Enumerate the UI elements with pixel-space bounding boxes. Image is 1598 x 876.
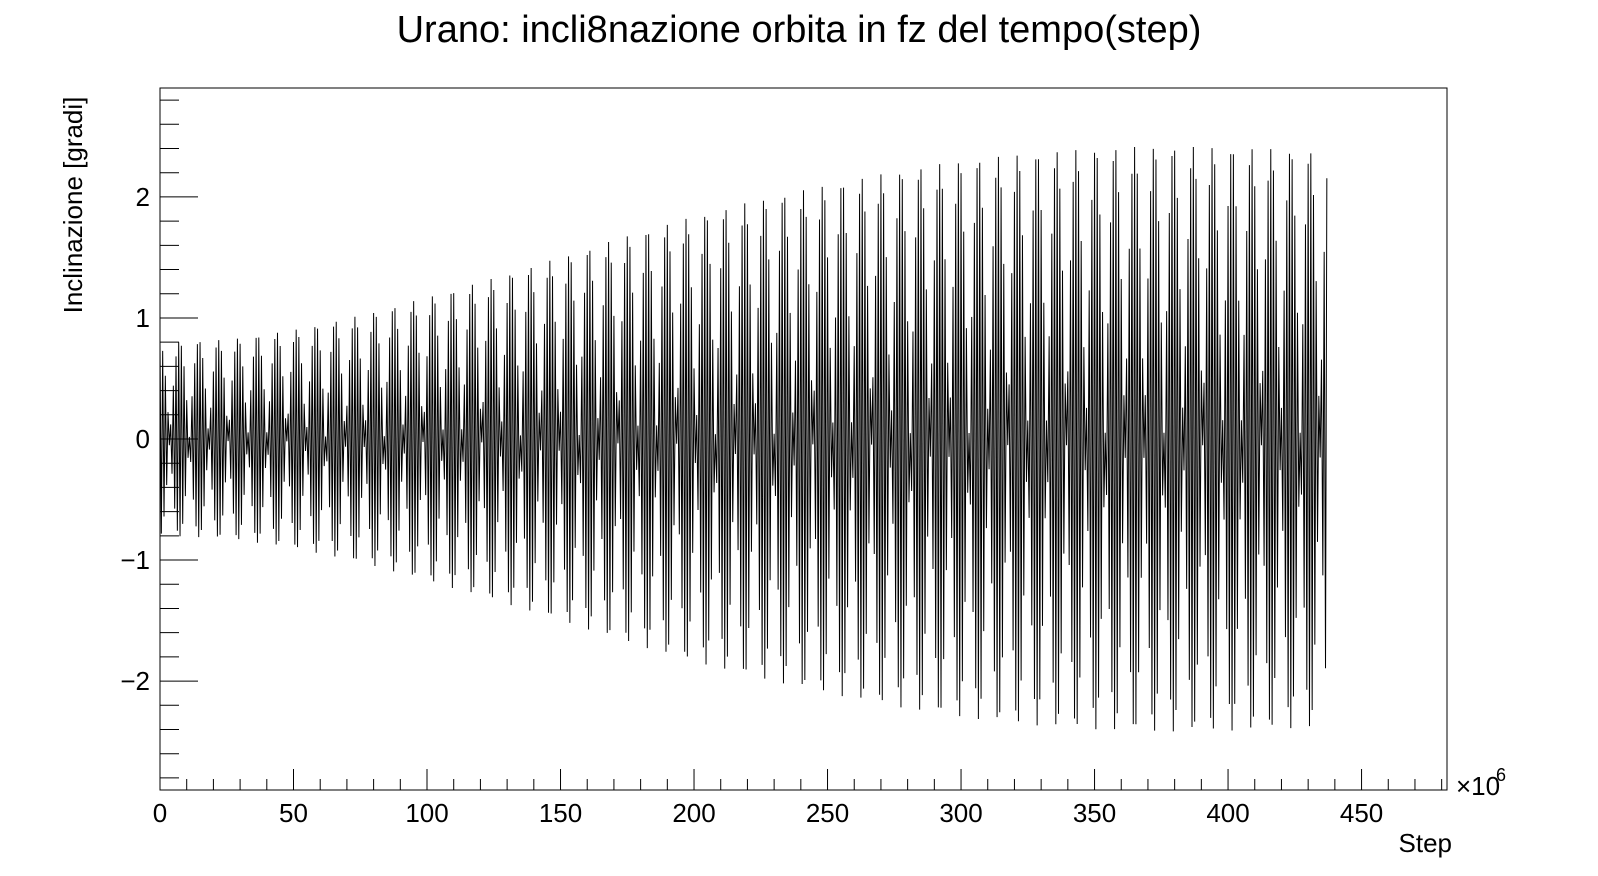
x-tick-label: 150 xyxy=(539,798,582,828)
x-tick-label: 350 xyxy=(1073,798,1116,828)
x-tick-label: 400 xyxy=(1206,798,1249,828)
x-tick-label: 300 xyxy=(939,798,982,828)
y-axis: −2 −1 0 1 2 xyxy=(120,99,198,779)
y-tick-label: −1 xyxy=(120,545,150,575)
x-axis-label: Step xyxy=(1399,828,1453,858)
x-exponent-base: ×10 xyxy=(1456,771,1500,801)
y-tick-label: 1 xyxy=(136,303,150,333)
x-axis: 0 50 100 150 200 250 300 350 400 450 xyxy=(153,769,1443,828)
x-tick-label: 0 xyxy=(153,798,167,828)
y-tick-label: −2 xyxy=(120,666,150,696)
data-series xyxy=(159,146,1328,732)
chart-title: Urano: incli8nazione orbita in fz del te… xyxy=(397,9,1202,51)
x-exponent-power: 6 xyxy=(1496,765,1506,785)
y-tick-label: 2 xyxy=(136,182,150,212)
y-axis-label: Inclinazione [gradi] xyxy=(58,97,88,314)
x-tick-label: 200 xyxy=(672,798,715,828)
y-tick-label: 0 xyxy=(136,424,150,454)
x-tick-label: 100 xyxy=(405,798,448,828)
x-tick-label: 250 xyxy=(806,798,849,828)
inclination-line xyxy=(159,146,1328,732)
x-exponent: ×10 6 xyxy=(1456,765,1506,801)
x-tick-label: 50 xyxy=(279,798,308,828)
x-tick-label: 450 xyxy=(1340,798,1383,828)
